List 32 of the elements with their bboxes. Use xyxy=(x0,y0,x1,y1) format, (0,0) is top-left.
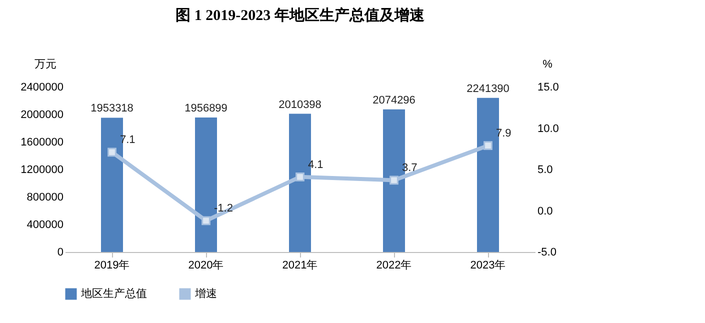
x-tick-label: 2019年 xyxy=(94,260,130,272)
legend-label: 增速 xyxy=(194,287,217,300)
data-label: 2241390 xyxy=(466,82,510,95)
point xyxy=(202,216,210,226)
point xyxy=(484,141,492,150)
data-label: 1953318 xyxy=(90,102,134,115)
y2-tick-label: 5.0 xyxy=(538,164,553,176)
point xyxy=(108,148,116,157)
point xyxy=(390,176,398,185)
point xyxy=(296,172,304,182)
y-axis-title: 万元 xyxy=(34,58,56,70)
x-tick-label: 2021年 xyxy=(282,260,318,272)
x-tick-label: 2022年 xyxy=(376,260,412,272)
y-tick-label: 2400000 xyxy=(20,82,64,94)
y2-tick-label: 10.0 xyxy=(538,122,559,135)
x-tick-label: 2020年 xyxy=(188,260,224,272)
y2-tick-label: 15.0 xyxy=(538,82,559,94)
y-tick-label: 2000000 xyxy=(20,109,64,121)
y2-tick-label: 0.0 xyxy=(538,205,553,218)
data-label: 2010398 xyxy=(278,98,322,111)
legend-label: 地区生产总值 xyxy=(80,287,147,300)
chart-title: 图 1 2019-2023 年地区生产总值及增速 xyxy=(176,7,426,24)
y-tick-label: 1600000 xyxy=(20,136,64,148)
y2-tick-label: -5.0 xyxy=(538,246,556,258)
y-tick-label: 0 xyxy=(57,246,64,258)
data-label: 2074296 xyxy=(372,94,416,106)
data-label: 1956899 xyxy=(184,102,228,114)
y-tick-label: 1200000 xyxy=(20,164,64,176)
y-tick-label: 400000 xyxy=(26,219,64,231)
x-tick-label: 2023年 xyxy=(470,260,506,272)
y-tick-label: 800000 xyxy=(26,192,64,204)
y2-axis-title: % xyxy=(542,58,553,70)
